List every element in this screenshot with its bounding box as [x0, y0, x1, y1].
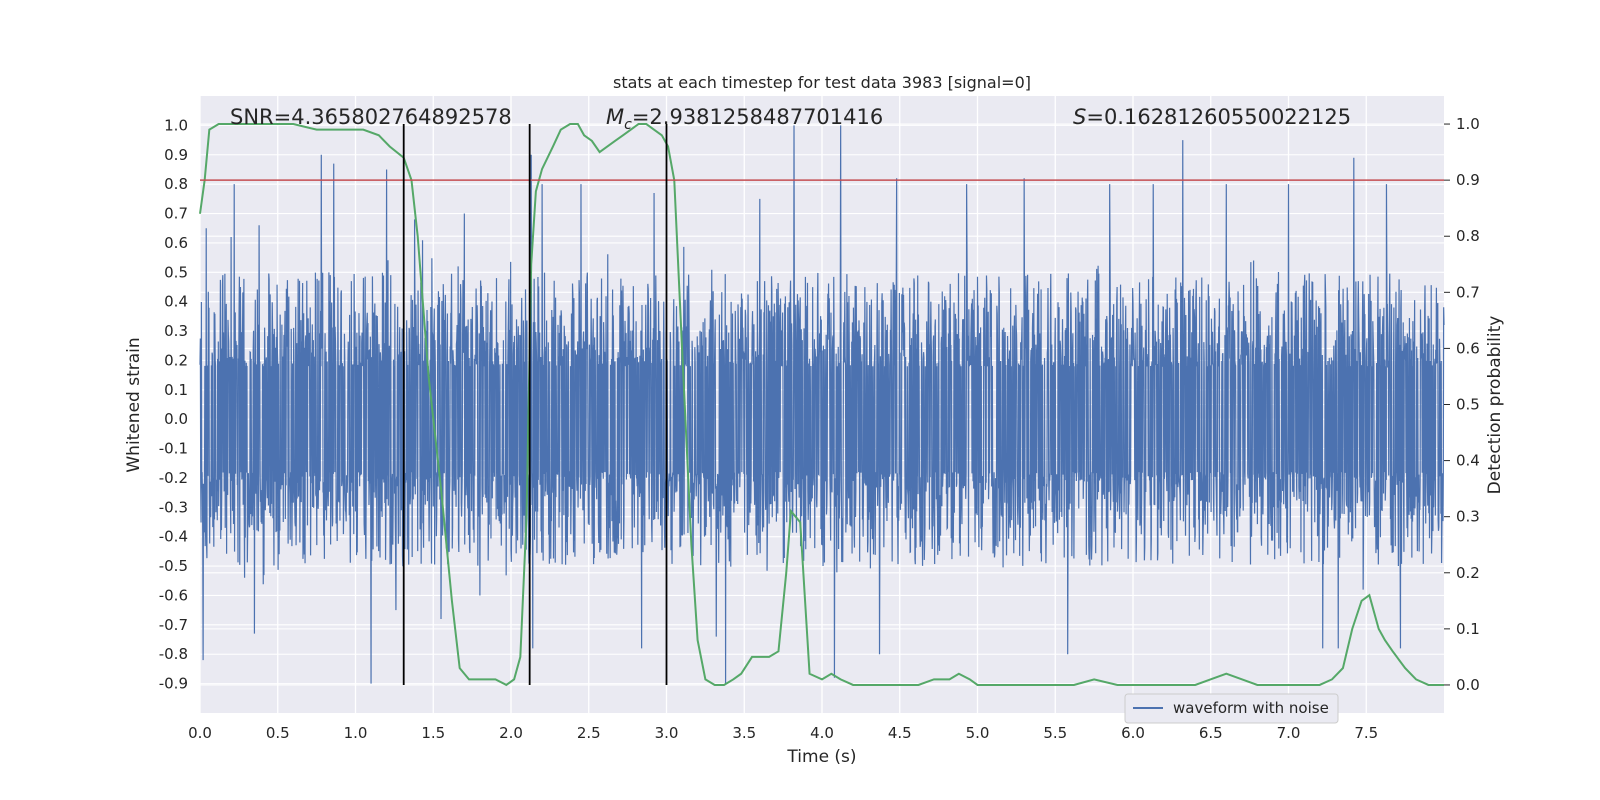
chirp-mass-symbol: M	[606, 105, 624, 129]
y-tick-label-left: 0.6	[164, 234, 188, 252]
chirp-mass-subscript: c	[624, 117, 632, 133]
y-tick-label-right: 0.4	[1456, 452, 1480, 470]
y-tick-label-left: 0.9	[164, 146, 188, 164]
y-tick-label-right: 0.1	[1456, 620, 1480, 638]
y-axis-label-right: Detection probability	[1485, 316, 1505, 495]
axis-ticks: 0.0 0.5 1.0 1.5 2.0 2.5 3.0 3.5 4.0 4.5 5.0 5.5 6.0 6…	[159, 115, 1480, 742]
y-tick-label-left: -0.7	[159, 616, 188, 634]
chirp-mass-annotation: Mc=2.9381258487701416	[606, 105, 883, 133]
y-tick-label-left: -0.1	[159, 440, 188, 458]
x-tick-label: 7.0	[1277, 724, 1301, 742]
s-annotation: S=0.16281260550022125	[1073, 105, 1351, 129]
y-tick-label-right: 0.0	[1456, 676, 1480, 694]
y-tick-label-right: 0.6	[1456, 339, 1480, 357]
y-tick-label-left: 0.1	[164, 381, 188, 399]
y-tick-label-left: 0.2	[164, 351, 188, 369]
y-tick-label-right: 1.0	[1456, 115, 1480, 133]
y-tick-label-right: 0.2	[1456, 564, 1480, 582]
y-tick-label-left: -0.3	[159, 498, 188, 516]
x-tick-label: 1.0	[344, 724, 368, 742]
legend-box	[1124, 693, 1339, 724]
y-tick-label-left: -0.9	[159, 675, 188, 693]
x-tick-label: 3.0	[655, 724, 679, 742]
y-tick-label-right: 0.5	[1456, 396, 1480, 414]
y-axis-label-left: Whitened strain	[124, 337, 144, 472]
y-tick-label-left: 0.8	[164, 175, 188, 193]
y-tick-label-left: -0.4	[159, 528, 188, 546]
chirp-mass-value: =2.9381258487701416	[632, 105, 883, 129]
reference-lines	[200, 124, 1444, 685]
x-tick-label: 0.0	[188, 724, 212, 742]
x-tick-label: 5.0	[966, 724, 990, 742]
y-tick-label-right: 0.3	[1456, 508, 1480, 526]
x-tick-label: 7.5	[1354, 724, 1378, 742]
y-tick-label-left: -0.6	[159, 586, 188, 604]
chart-title: stats at each timestep for test data 398…	[613, 73, 1031, 92]
y-tick-label-left: 0.5	[164, 263, 188, 281]
y-tick-label-left: 0.4	[164, 293, 188, 311]
y-tick-label-left: 1.0	[164, 116, 188, 134]
y-tick-label-right: 0.9	[1456, 171, 1480, 189]
s-symbol: S	[1073, 105, 1086, 129]
x-tick-label: 4.0	[810, 724, 834, 742]
x-tick-label: 2.0	[499, 724, 523, 742]
x-axis-label: Time (s)	[786, 747, 856, 767]
probability-line	[199, 123, 1444, 687]
x-tick-label: 1.5	[421, 724, 445, 742]
strain-line	[199, 125, 1445, 684]
x-tick-label: 6.5	[1199, 724, 1223, 742]
legend-label-strain: waveform with noise	[1173, 699, 1329, 717]
y-tick-label-right: 0.7	[1456, 283, 1480, 301]
y-tick-label-left: 0.7	[164, 205, 188, 223]
x-tick-label: 0.5	[266, 724, 290, 742]
x-tick-label: 3.5	[732, 724, 756, 742]
x-tick-label: 5.5	[1043, 724, 1067, 742]
y-tick-label-left: -0.8	[159, 645, 188, 663]
y-tick-label-left: 0.3	[164, 322, 188, 340]
x-tick-label: 4.5	[888, 724, 912, 742]
y-tick-label-left: -0.5	[159, 557, 188, 575]
y-tick-label-left: -0.2	[159, 469, 188, 487]
x-tick-label: 6.0	[1121, 724, 1145, 742]
s-value: =0.16281260550022125	[1086, 105, 1351, 129]
y-tick-label-left: 0.0	[164, 410, 188, 428]
strain-series	[199, 125, 1445, 684]
y-tick-label-right: 0.8	[1456, 227, 1480, 245]
probability-series	[199, 123, 1444, 687]
snr-annotation: SNR=4.365802764892578	[230, 105, 512, 129]
x-tick-label: 2.5	[577, 724, 601, 742]
legend: waveform with noise	[1124, 693, 1339, 724]
